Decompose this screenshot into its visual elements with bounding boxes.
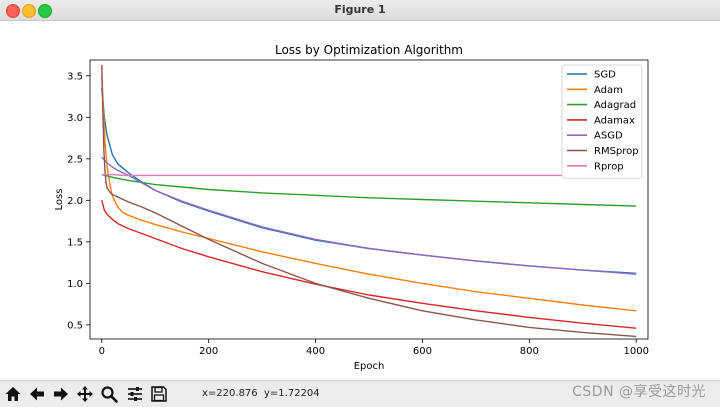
minimize-window-button[interactable] (22, 4, 36, 18)
series-line-sgd (101, 88, 637, 275)
plot-frame (89, 59, 649, 340)
arrow-right-icon (54, 387, 68, 401)
move-icon (77, 386, 93, 402)
legend-label-rprop: Rprop (594, 161, 624, 172)
y-tick-label: 0.5 (67, 320, 83, 331)
chart-title: Loss by Optimization Algorithm (275, 43, 463, 57)
series-line-adam (101, 75, 637, 312)
close-window-button[interactable] (6, 4, 20, 18)
series-line-adagrad (101, 173, 637, 207)
pan-button[interactable] (74, 383, 96, 405)
y-axis-label: Loss (54, 189, 65, 211)
y-tick-label: 1.5 (67, 237, 83, 248)
x-axis-label: Epoch (354, 361, 385, 372)
legend-label-sgd: SGD (594, 70, 616, 81)
legend-label-rmsprop: RMSprop (594, 146, 639, 157)
series-line-asgd (101, 156, 637, 275)
legend-label-asgd: ASGD (594, 131, 623, 142)
magnifier-icon (101, 386, 118, 403)
floppy-icon (151, 386, 167, 402)
zoom-button[interactable] (98, 383, 120, 405)
x-tick-label: 200 (199, 346, 218, 357)
x-tick-label: 0 (99, 346, 105, 357)
watermark-text: CSDN @享受这时光 (572, 384, 706, 400)
x-tick-label: 800 (520, 346, 539, 357)
cursor-y-readout: y=1.72204 (264, 388, 320, 399)
loss-chart: Loss by Optimization Algorithm 0 200 400 600… (54, 43, 649, 372)
save-button[interactable] (148, 383, 170, 405)
cursor-x-readout: x=220.876 (202, 388, 258, 399)
figure-canvas[interactable]: Loss by Optimization Algorithm 0 200 400 600… (0, 21, 720, 379)
home-button[interactable] (2, 383, 24, 405)
legend-label-adam: Adam (594, 85, 623, 96)
y-tick-label: 2.0 (67, 196, 83, 207)
configure-subplots-button[interactable] (124, 383, 146, 405)
x-tick-label: 1000 (624, 346, 649, 357)
y-tick-label: 3.0 (67, 113, 83, 124)
y-tick-label: 2.5 (67, 154, 83, 165)
series-line-rprop (101, 173, 637, 177)
series-line-adamax (101, 200, 637, 329)
legend-label-adamax: Adamax (594, 115, 635, 126)
forward-button[interactable] (50, 383, 72, 405)
x-tick-label: 600 (413, 346, 432, 357)
y-tick-label: 3.5 (67, 71, 83, 82)
legend-label-adagrad: Adagrad (594, 100, 636, 111)
window-titlebar[interactable]: Figure 1 (0, 0, 720, 21)
navigation-toolbar: x=220.876 y=1.72204 CSDN @享受这时光 (0, 380, 720, 407)
arrow-left-icon (30, 387, 44, 401)
maximize-window-button[interactable] (38, 4, 52, 18)
x-tick-label: 400 (306, 346, 325, 357)
sliders-icon (128, 387, 142, 401)
series-line-rmsprop (101, 64, 637, 338)
home-icon (5, 387, 21, 401)
back-button[interactable] (26, 383, 48, 405)
window-title: Figure 1 (334, 3, 386, 16)
y-tick-label: 1.0 (67, 279, 83, 290)
